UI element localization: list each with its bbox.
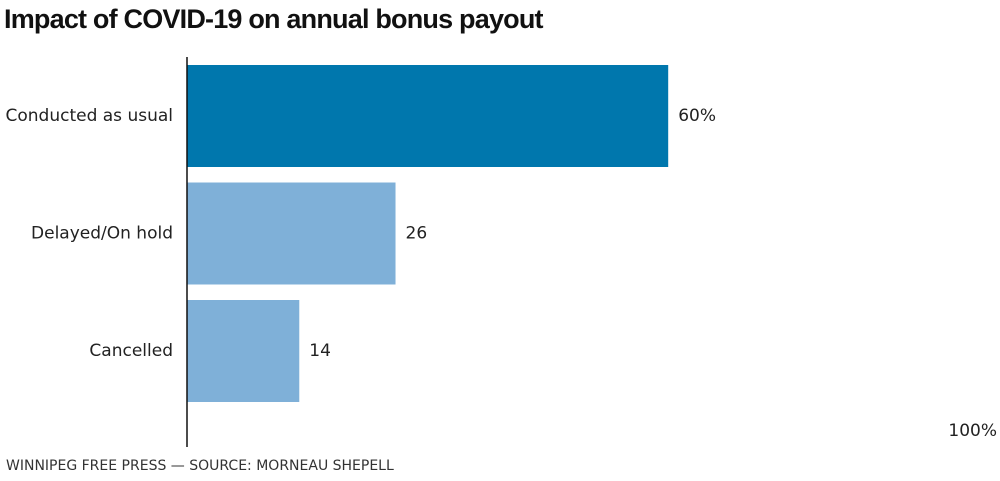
bar-2 [187,300,300,402]
category-label-2: Cancelled [89,341,173,361]
value-label-1: 26 [406,224,428,244]
source-credit: WINNIPEG FREE PRESS — SOURCE: MORNEAU SH… [6,458,394,474]
bars-group [187,65,669,402]
bar-0 [187,65,669,167]
category-label-0: Conducted as usual [5,106,173,126]
x-axis-max-label: 100% [948,421,997,441]
category-label-1: Delayed/On hold [31,224,173,244]
value-label-2: 14 [309,341,331,361]
category-labels-group: Conducted as usual Delayed/On hold Cancell… [5,106,173,361]
bar-1 [187,182,396,285]
value-label-0: 60% [678,106,716,126]
value-labels-group: 60% 26 14 [309,106,716,361]
chart-title: Impact of COVID-19 on annual bonus payou… [4,4,544,34]
